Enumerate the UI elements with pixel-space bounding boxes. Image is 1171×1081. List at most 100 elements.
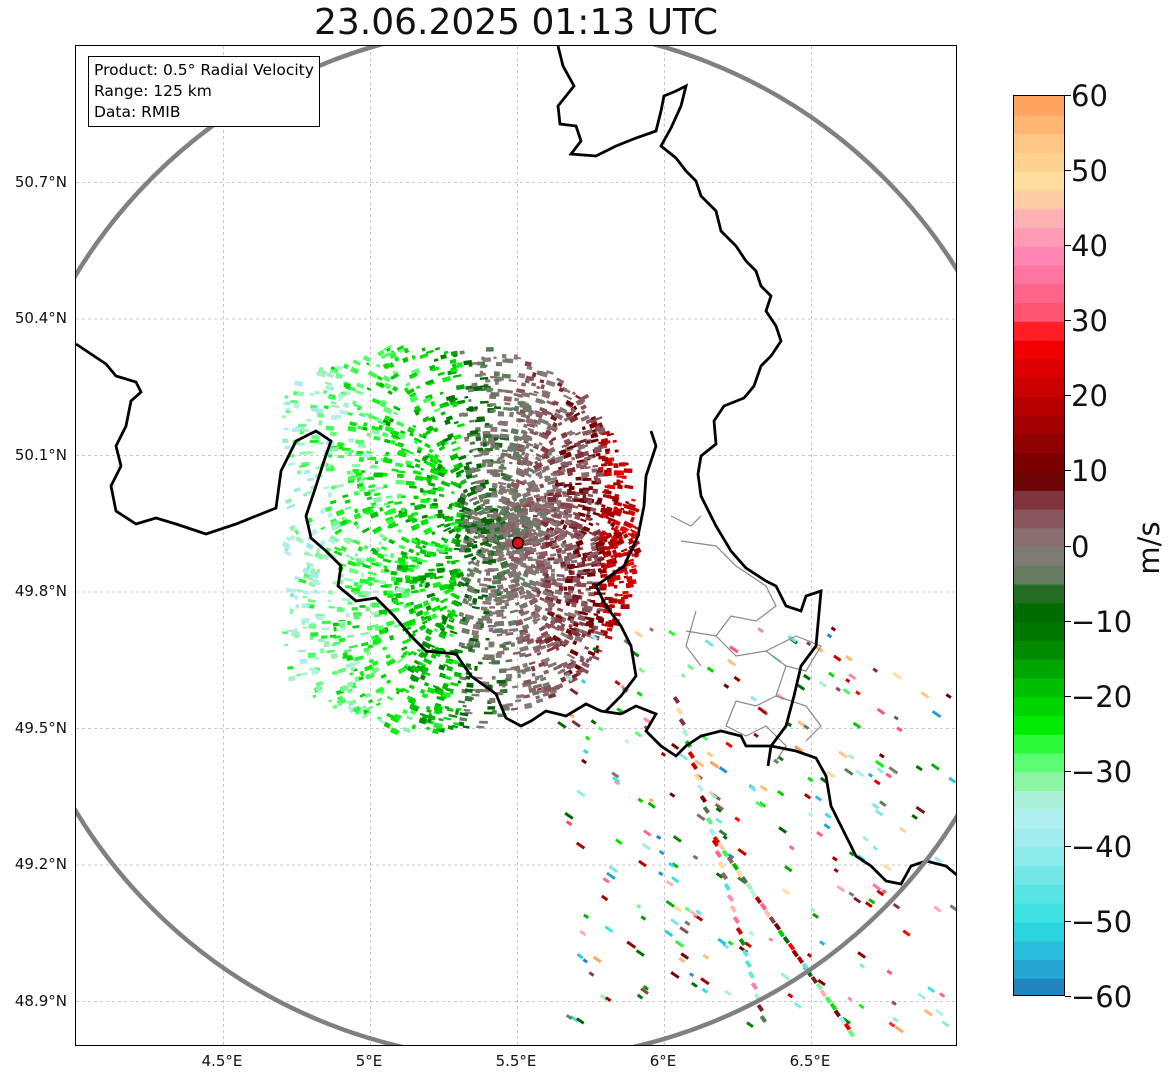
echo-gate bbox=[382, 419, 392, 427]
echo-gate bbox=[282, 631, 288, 634]
echo-gate bbox=[360, 470, 366, 473]
echo-gate bbox=[405, 460, 413, 467]
echo-gate bbox=[604, 448, 611, 453]
echo-gate bbox=[364, 509, 374, 515]
echo-gate bbox=[406, 464, 415, 469]
echo-gate bbox=[355, 557, 364, 564]
echo-gate bbox=[297, 423, 307, 428]
echo-gate bbox=[341, 597, 351, 602]
echo-gate bbox=[571, 391, 576, 396]
echo-gate bbox=[316, 412, 324, 418]
echo-gate bbox=[285, 410, 291, 414]
echo-gate bbox=[325, 649, 335, 654]
echo-gate bbox=[413, 603, 424, 610]
echo-gate bbox=[519, 628, 529, 636]
echo-gate bbox=[349, 386, 357, 392]
echo-gate bbox=[628, 503, 636, 508]
echo-gate bbox=[587, 499, 593, 505]
echo-gate bbox=[327, 599, 332, 602]
echo-gate bbox=[482, 600, 492, 605]
echo-gate bbox=[619, 462, 626, 467]
echo-gate bbox=[527, 684, 532, 690]
echo-gate bbox=[470, 447, 479, 452]
clutter-gate bbox=[670, 918, 680, 926]
echo-gate bbox=[629, 516, 635, 523]
echo-gate bbox=[520, 429, 527, 435]
echo-gate bbox=[362, 453, 371, 459]
echo-gate bbox=[336, 606, 343, 612]
echo-gate bbox=[351, 607, 358, 611]
echo-gate bbox=[430, 400, 436, 407]
echo-gate bbox=[410, 502, 415, 506]
echo-gate bbox=[496, 458, 501, 463]
echo-gate bbox=[316, 370, 326, 378]
echo-gate bbox=[355, 439, 365, 445]
echo-gate bbox=[586, 581, 593, 585]
clutter-gate bbox=[604, 925, 614, 933]
echo-gate bbox=[371, 465, 377, 469]
echo-gate bbox=[593, 613, 599, 617]
echo-gate bbox=[568, 623, 573, 629]
echo-gate bbox=[568, 626, 576, 632]
echo-gate bbox=[342, 494, 349, 499]
echo-gate bbox=[476, 725, 485, 729]
echo-gate bbox=[555, 598, 562, 605]
echo-gate bbox=[347, 476, 355, 481]
echo-gate bbox=[591, 438, 599, 443]
echo-gate bbox=[296, 470, 302, 475]
echo-gate bbox=[424, 635, 432, 642]
echo-gate bbox=[444, 675, 452, 681]
echo-gate bbox=[487, 551, 492, 555]
echo-gate bbox=[530, 382, 537, 387]
echo-gate bbox=[477, 578, 481, 583]
echo-gate bbox=[462, 704, 467, 708]
echo-gate bbox=[505, 540, 513, 544]
echo-gate bbox=[361, 557, 369, 563]
radar-map[interactable] bbox=[75, 45, 957, 1046]
echo-gate bbox=[368, 699, 373, 704]
echo-gate bbox=[471, 523, 477, 528]
echo-gate bbox=[381, 432, 389, 438]
echo-gate bbox=[382, 375, 391, 383]
echo-gate bbox=[519, 594, 526, 599]
echo-gate bbox=[334, 546, 342, 552]
clutter-gate bbox=[892, 902, 901, 910]
echo-gate bbox=[439, 672, 446, 679]
echo-gate bbox=[606, 627, 611, 631]
echo-gate bbox=[538, 441, 543, 446]
echo-gate bbox=[564, 555, 570, 561]
echo-gate bbox=[482, 437, 487, 442]
echo-gate bbox=[422, 545, 427, 549]
echo-gate bbox=[497, 584, 504, 590]
echo-gate bbox=[372, 551, 379, 556]
echo-gate bbox=[482, 500, 490, 505]
echo-gate bbox=[351, 400, 357, 405]
echo-gate bbox=[609, 604, 615, 608]
echo-gate bbox=[445, 687, 454, 693]
echo-gate bbox=[533, 494, 540, 498]
echo-gate bbox=[510, 707, 518, 711]
echo-gate bbox=[361, 527, 371, 534]
echo-gate bbox=[582, 630, 592, 638]
echo-gate bbox=[425, 582, 430, 587]
echo-gate bbox=[490, 471, 499, 476]
echo-gate bbox=[546, 457, 555, 464]
echo-gate bbox=[323, 643, 330, 648]
echo-gate bbox=[564, 578, 573, 584]
echo-gate bbox=[426, 453, 435, 460]
echo-gate bbox=[506, 482, 513, 489]
echo-gate bbox=[426, 709, 432, 714]
echo-gate bbox=[539, 495, 545, 502]
echo-gate bbox=[366, 362, 370, 366]
echo-gate bbox=[339, 623, 345, 628]
echo-gate bbox=[502, 354, 507, 359]
echo-gate bbox=[520, 552, 525, 556]
echo-gate bbox=[591, 468, 598, 473]
echo-gate bbox=[504, 602, 510, 607]
echo-gate bbox=[550, 573, 555, 577]
echo-gate bbox=[356, 560, 364, 566]
echo-gate bbox=[474, 665, 478, 671]
echo-gate bbox=[426, 687, 436, 695]
echo-gate bbox=[575, 482, 582, 486]
echo-gate bbox=[318, 442, 324, 445]
